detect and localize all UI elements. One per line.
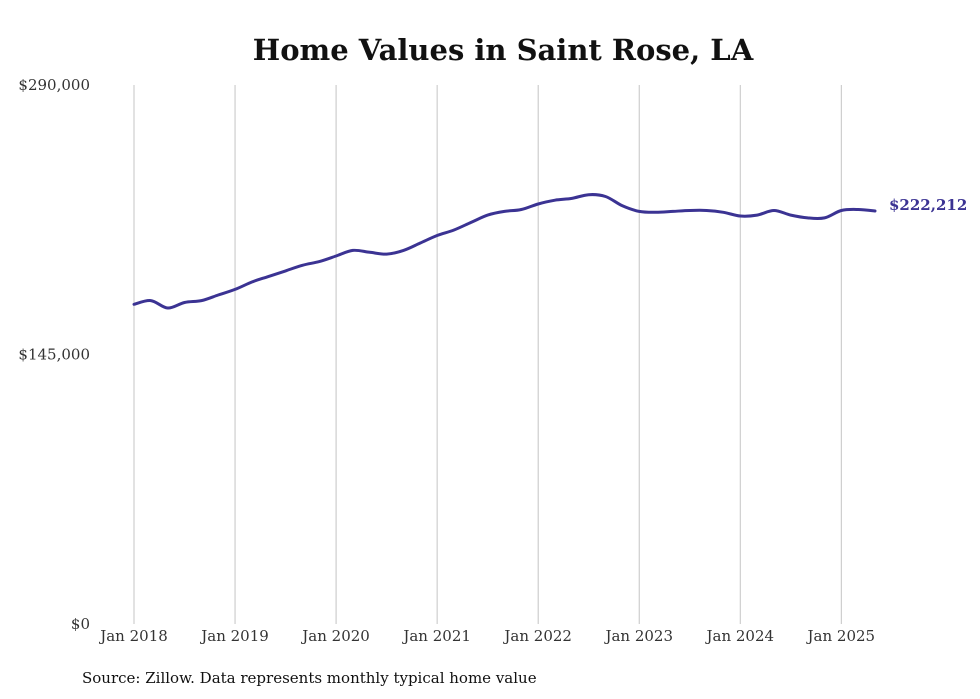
y-tick-label: $0: [71, 615, 90, 633]
x-axis: Jan 2018 Jan 2019 Jan 2020 Jan 2021 Jan 2022…: [98, 627, 875, 645]
x-tick-label: Jan 2020: [300, 627, 370, 645]
data-point: [520, 209, 522, 211]
data-point: [403, 249, 405, 251]
data-point: [655, 211, 657, 213]
data-point: [504, 210, 506, 212]
data-point: [133, 303, 135, 305]
end-value-label: $222,212: [889, 196, 967, 214]
data-point: [824, 217, 826, 219]
x-tick-label: Jan 2021: [401, 627, 471, 645]
data-point: [251, 281, 253, 283]
data-point: [487, 214, 489, 216]
data-point: [706, 210, 708, 212]
x-tick-label: Jan 2018: [98, 627, 168, 645]
data-point: [571, 197, 573, 199]
data-point: [285, 270, 287, 272]
data-point: [217, 294, 219, 296]
chart-title: Home Values in Saint Rose, LA: [253, 33, 754, 67]
data-point: [689, 210, 691, 212]
data-point: [874, 210, 876, 212]
data-point: [537, 203, 539, 205]
data-point: [790, 214, 792, 216]
data-point: [318, 261, 320, 263]
data-point: [352, 249, 354, 251]
data-point: [722, 211, 724, 213]
x-tick-label: Jan 2022: [502, 627, 572, 645]
data-point: [554, 199, 556, 201]
source-note: Source: Zillow. Data represents monthly …: [82, 669, 537, 687]
data-point: [419, 242, 421, 244]
data-point: [167, 307, 169, 309]
data-point: [234, 288, 236, 290]
data-point: [150, 300, 152, 302]
gridlines: [133, 85, 842, 624]
data-point: [301, 264, 303, 266]
x-tick-label: Jan 2025: [806, 627, 876, 645]
series-line: [132, 193, 877, 310]
data-point: [386, 253, 388, 255]
x-tick-label: Jan 2023: [603, 627, 673, 645]
data-point: [739, 215, 741, 217]
y-axis: $0 $145,000 $290,000: [18, 76, 90, 633]
y-tick-label: $145,000: [18, 346, 90, 364]
data-point: [588, 194, 590, 196]
data-point: [638, 210, 640, 212]
y-tick-label: $290,000: [18, 76, 90, 94]
data-point: [436, 235, 438, 237]
data-point: [184, 302, 186, 304]
data-point: [335, 255, 337, 257]
data-point: [773, 210, 775, 212]
data-point: [807, 217, 809, 219]
data-point: [857, 209, 859, 211]
data-point: [369, 251, 371, 253]
data-point: [672, 210, 674, 212]
data-point: [621, 205, 623, 207]
x-tick-label: Jan 2024: [704, 627, 774, 645]
data-point: [268, 275, 270, 277]
data-point: [470, 222, 472, 224]
x-tick-label: Jan 2019: [199, 627, 269, 645]
data-point: [200, 300, 202, 302]
data-point: [756, 214, 758, 216]
data-point: [453, 229, 455, 231]
data-point: [605, 196, 607, 198]
series-layer: $222,212: [132, 193, 967, 310]
data-point: [840, 210, 842, 212]
